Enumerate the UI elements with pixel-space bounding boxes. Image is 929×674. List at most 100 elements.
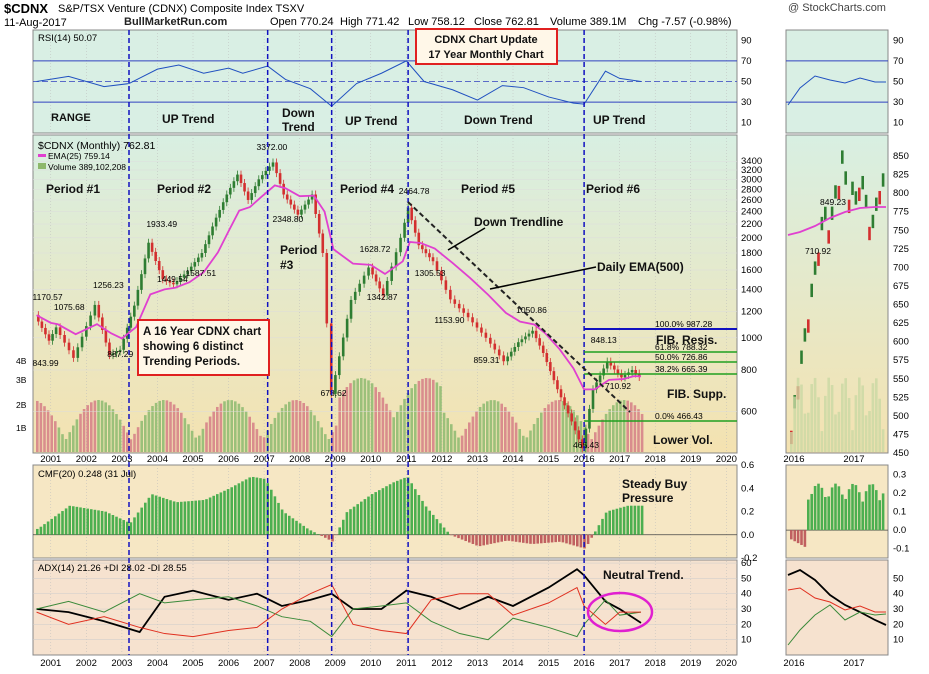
cmf-bar: [583, 534, 586, 549]
cmf-bar: [615, 508, 619, 535]
cmf-bar: [392, 482, 395, 535]
price-candle-body: [93, 304, 97, 316]
cmf-bar: [111, 514, 115, 535]
volume-bar: [320, 427, 323, 452]
cmf-bar: [630, 505, 633, 535]
ema-legend-swatch: [38, 154, 46, 157]
cmf-bar: [169, 500, 172, 535]
volume-bar: [273, 417, 277, 452]
price-candle-body: [310, 194, 314, 200]
right-cmf-bar: [861, 501, 864, 531]
volume-bar: [579, 421, 583, 452]
right-price-candle: [861, 175, 864, 190]
right-price-tick-label: 525: [893, 392, 909, 403]
cmf-bar: [230, 487, 233, 535]
price-candle-body: [489, 337, 492, 344]
cmf-bar: [586, 534, 590, 545]
price-candle-body: [417, 232, 421, 246]
cmf-bar: [486, 534, 489, 545]
right-price-candle: [837, 185, 841, 200]
x-tick-label: 2011: [396, 454, 416, 465]
cmf-bar: [356, 504, 359, 535]
volume-bar: [126, 432, 129, 452]
volume-bar: [432, 379, 435, 452]
right-rsi-line: [787, 75, 886, 106]
cmf-bar: [43, 524, 46, 535]
price-candle-body: [390, 266, 393, 281]
label-period-3a: Period: [280, 243, 317, 257]
cmf-bar: [558, 534, 561, 542]
volume-bar: [468, 422, 471, 452]
price-candle-body: [534, 330, 538, 339]
right-price-candle: [841, 150, 844, 164]
volume-bar: [118, 419, 122, 452]
right-price-candle: [807, 319, 810, 333]
label-trend-3: UP Trend: [345, 114, 397, 128]
right-cmf-tick-label: 0.3: [893, 469, 906, 480]
cmf-bar: [511, 534, 514, 542]
volume-bar: [536, 417, 539, 452]
label-range: RANGE: [51, 112, 91, 124]
right-x-tick-label: 2016: [783, 454, 804, 465]
adx-tick-label: 30: [741, 604, 752, 615]
price-candle-body: [168, 280, 172, 283]
cmf-bar: [226, 489, 230, 535]
price-tick-label: 1400: [741, 284, 762, 295]
cmf-bar: [277, 502, 280, 535]
volume-bar: [460, 435, 464, 452]
right-volume-bar: [871, 383, 875, 452]
price-candle-body: [317, 214, 321, 234]
cmf-bar: [190, 500, 194, 535]
neutral-circle: [586, 591, 654, 633]
right-cmf-bar: [851, 483, 854, 531]
fib-level-label: 50.0% 726.86: [655, 352, 708, 362]
price-candle-body: [122, 338, 125, 350]
cmf-bar: [482, 534, 485, 546]
price-candle-body: [172, 282, 175, 285]
x-tick-label-bottom: 2014: [502, 658, 523, 669]
price-candle-body: [47, 334, 51, 341]
right-volume-bar: [790, 432, 793, 452]
volume-bar: [291, 400, 295, 452]
volume-bar: [136, 427, 140, 452]
cmf-bar: [97, 510, 100, 535]
price-candle-body: [484, 332, 488, 338]
price-candle-body: [140, 274, 143, 290]
cmf-bar: [198, 500, 201, 535]
price-tick-label: 800: [741, 365, 757, 376]
cmf-bar: [518, 534, 521, 543]
label-daily-ema: Daily EMA(500): [597, 260, 684, 274]
right-cmf-bar: [830, 487, 834, 531]
cmf-bar: [622, 506, 626, 535]
right-rsi-tick-label: 30: [893, 97, 904, 108]
adx-tick-label: 60: [741, 558, 752, 569]
cmf-bar: [424, 506, 428, 535]
label-trend-2a: Down: [282, 106, 315, 120]
fib-level-label: 100.0% 987.28: [655, 319, 712, 329]
right-cmf-bar: [820, 487, 824, 531]
right-volume-bar: [827, 377, 830, 452]
right-volume-bar: [881, 429, 885, 452]
right-x-tick-label-bottom: 2016: [783, 658, 804, 669]
cmf-bar: [298, 523, 302, 535]
cmf-bar: [619, 507, 622, 535]
chart-date: 11-Aug-2017: [4, 17, 67, 29]
x-tick-label: 2006: [218, 454, 239, 465]
volume-bar: [604, 413, 608, 452]
price-candle-body: [157, 261, 161, 271]
right-cmf-bar: [871, 484, 875, 531]
cmf-bar: [547, 534, 550, 543]
right-price-candle: [824, 206, 827, 221]
price-data-label: 848.13: [591, 335, 617, 345]
price-candle-body: [584, 428, 588, 449]
cmf-bar: [525, 534, 529, 544]
volume-bar: [46, 410, 50, 452]
price-candle-body: [278, 173, 282, 184]
price-candle-body: [257, 179, 261, 187]
volume-bar: [108, 405, 111, 452]
cmf-bar: [154, 495, 158, 535]
x-tick-label-bottom: 2020: [716, 658, 737, 669]
right-volume-bar: [864, 415, 868, 452]
price-candle-body: [410, 207, 413, 221]
price-tick-label: 3000: [741, 174, 762, 185]
